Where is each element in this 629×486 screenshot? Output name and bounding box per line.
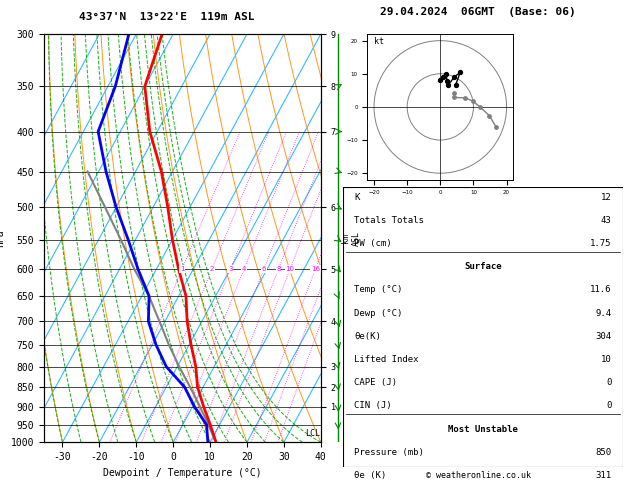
Point <box>442 77 452 85</box>
Text: K: K <box>354 192 359 202</box>
Text: Totals Totals: Totals Totals <box>354 216 424 225</box>
Text: Most Unstable: Most Unstable <box>448 425 518 434</box>
Text: 1.75: 1.75 <box>590 239 611 248</box>
Point <box>455 69 465 76</box>
Text: Dewp (°C): Dewp (°C) <box>354 309 403 318</box>
Text: 11.6: 11.6 <box>590 285 611 295</box>
Text: 43°37'N  13°22'E  119m ASL: 43°37'N 13°22'E 119m ASL <box>79 12 255 22</box>
Text: 2: 2 <box>209 266 214 272</box>
Text: kt: kt <box>374 37 384 46</box>
Text: Temp (°C): Temp (°C) <box>354 285 403 295</box>
Point <box>468 97 478 105</box>
Text: 16: 16 <box>311 266 320 272</box>
Text: CAPE (J): CAPE (J) <box>354 378 397 387</box>
Text: 850: 850 <box>596 448 611 457</box>
Point <box>435 76 445 84</box>
Text: 29.04.2024  06GMT  (Base: 06): 29.04.2024 06GMT (Base: 06) <box>380 7 576 17</box>
Text: 10: 10 <box>286 266 294 272</box>
Text: θe (K): θe (K) <box>354 471 386 480</box>
Y-axis label: hPa: hPa <box>0 229 5 247</box>
Point <box>449 73 459 81</box>
Text: 311: 311 <box>596 471 611 480</box>
Text: LCL: LCL <box>304 429 320 438</box>
Text: 10: 10 <box>601 355 611 364</box>
X-axis label: Dewpoint / Temperature (°C): Dewpoint / Temperature (°C) <box>103 468 262 478</box>
Text: 1: 1 <box>180 266 184 272</box>
Text: 0: 0 <box>606 378 611 387</box>
Text: CIN (J): CIN (J) <box>354 401 392 411</box>
Point <box>484 112 494 120</box>
Text: 6: 6 <box>262 266 266 272</box>
Point <box>449 89 459 97</box>
Text: 12: 12 <box>601 192 611 202</box>
Text: PW (cm): PW (cm) <box>354 239 392 248</box>
Text: 0: 0 <box>606 401 611 411</box>
Point <box>443 81 454 89</box>
Text: Surface: Surface <box>464 262 501 271</box>
Y-axis label: km
ASL: km ASL <box>341 231 360 245</box>
Text: θe(K): θe(K) <box>354 332 381 341</box>
Point <box>449 93 459 101</box>
Text: 4: 4 <box>242 266 246 272</box>
Text: 43: 43 <box>601 216 611 225</box>
Point <box>491 123 501 131</box>
Point <box>450 81 460 89</box>
Point <box>460 94 470 102</box>
Text: 3: 3 <box>228 266 233 272</box>
Text: 304: 304 <box>596 332 611 341</box>
Point <box>475 103 485 111</box>
Text: © weatheronline.co.uk: © weatheronline.co.uk <box>426 471 530 480</box>
Point <box>441 70 451 78</box>
Point <box>438 73 448 81</box>
Text: Lifted Index: Lifted Index <box>354 355 418 364</box>
Text: Pressure (mb): Pressure (mb) <box>354 448 424 457</box>
Text: 9.4: 9.4 <box>596 309 611 318</box>
Text: 8: 8 <box>276 266 281 272</box>
